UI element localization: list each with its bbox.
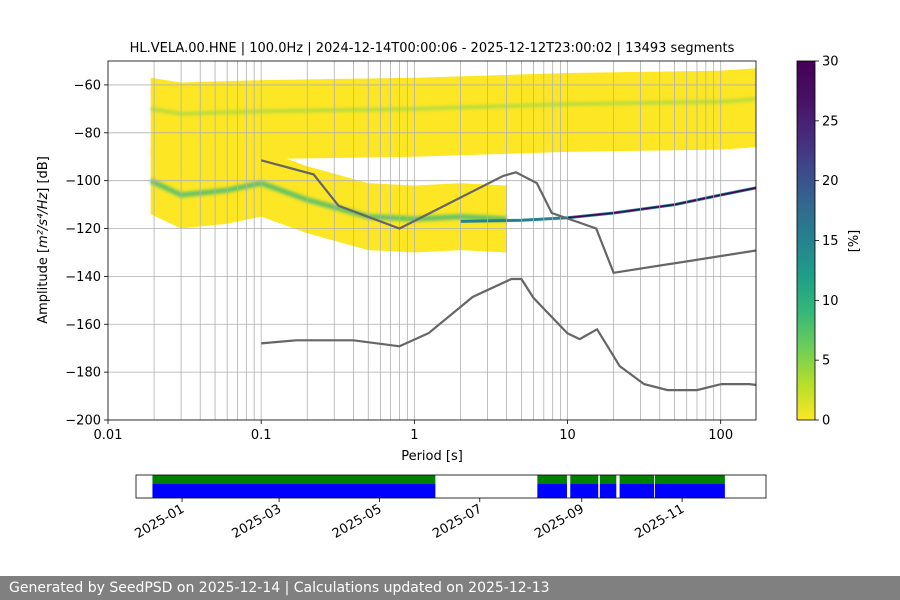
colorbar-tick-label: 10 — [822, 294, 839, 309]
coverage-segment-top — [152, 475, 436, 484]
colorbar-tick-label: 15 — [822, 234, 839, 249]
coverage-segment-top — [599, 475, 617, 484]
y-tick-label: −80 — [74, 126, 101, 141]
x-tick-label: 0.01 — [94, 428, 123, 443]
nlnm-curve — [261, 277, 756, 392]
plot-area: 0.01 0.1 1 10 100 −200 −180 −160 −140 −120 −100 −8… — [65, 60, 757, 443]
colorbar-tick-label: 30 — [822, 55, 839, 70]
colorbar-tick-label: 20 — [822, 174, 839, 189]
coverage-segment-top — [654, 475, 725, 484]
coverage-segment-bottom — [537, 484, 567, 498]
x-tick-label: 10 — [559, 428, 576, 443]
y-tick-label: −200 — [65, 414, 101, 429]
timeline-tick-label: 2025-05 — [330, 502, 385, 542]
timeline-tick-label: 2025-09 — [532, 502, 587, 542]
coverage-segment-top — [619, 475, 655, 484]
colorbar-tick-label: 0 — [822, 414, 830, 429]
coverage-segment-top — [570, 475, 599, 484]
coverage-segment-bottom — [599, 484, 617, 498]
colorbar-gradient — [796, 60, 816, 421]
y-tick-label: −100 — [65, 174, 101, 189]
psd-figure: HL.VELA.00.HNE | 100.0Hz | 2024-12-14T00… — [36, 41, 862, 542]
colorbar-tick-label: 25 — [822, 114, 839, 129]
nhnm-curve — [260, 159, 756, 275]
coverage-segment-bottom — [619, 484, 655, 498]
density-envelope — [150, 68, 756, 162]
x-tick-label: 0.1 — [251, 428, 272, 443]
coverage-segment-bottom — [152, 484, 436, 498]
y-tick-label: −160 — [65, 318, 101, 333]
x-tick-label: 1 — [410, 428, 418, 443]
coverage-segment-bottom — [654, 484, 725, 498]
timeline-tick-label: 2025-11 — [633, 502, 688, 542]
plot-frame — [107, 60, 757, 421]
y-tick-label: −120 — [65, 222, 101, 237]
y-axis-label: Amplitude [m²/s⁴/Hz] [dB] — [36, 156, 51, 324]
colorbar-label: [%] — [847, 230, 862, 253]
timeline-tick-label: 2025-03 — [230, 502, 285, 542]
data-availability-timeline: 2025-01 2025-03 2025-05 2025-07 2025-09 2025-… — [133, 474, 767, 542]
density-microseism-envelope — [150, 147, 507, 253]
x-axis-label: Period [s] — [401, 449, 463, 464]
y-tick-label: −140 — [65, 270, 101, 285]
colorbar: 0 5 10 15 20 25 30 [%] — [796, 55, 862, 429]
timeline-tick-label: 2025-01 — [133, 502, 188, 542]
footer-text: Generated by SeedPSD on 2025-12-14 | Cal… — [0, 576, 900, 600]
coverage-segment-top — [537, 475, 567, 484]
y-tick-label: −60 — [74, 78, 101, 93]
colorbar-tick-label: 5 — [822, 354, 830, 369]
coverage-segment-bottom — [570, 484, 599, 498]
timeline-frame — [135, 474, 767, 499]
x-tick-label: 100 — [708, 428, 733, 443]
y-tick-label: −180 — [65, 366, 101, 381]
chart-title: HL.VELA.00.HNE | 100.0Hz | 2024-12-14T00… — [130, 41, 735, 56]
timeline-tick-label: 2025-07 — [430, 502, 485, 542]
